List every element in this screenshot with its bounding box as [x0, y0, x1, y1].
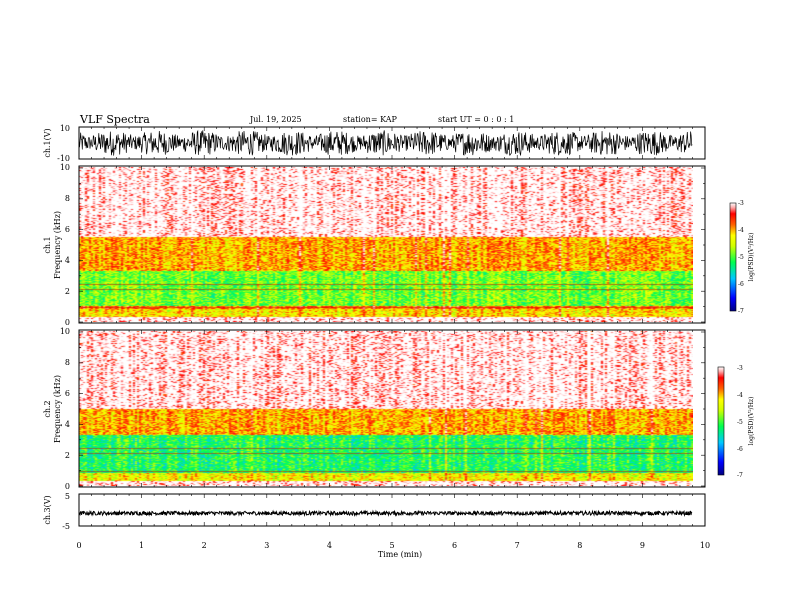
- time-tick-label: 9: [640, 541, 645, 550]
- time-tick-label: 8: [577, 541, 582, 550]
- ch2-ytick-4: 4: [65, 420, 70, 429]
- ch1-cbar-label: log(PSD)(V²/Hz): [748, 233, 755, 282]
- time-tick-label: 2: [202, 541, 207, 550]
- time-tick-label: 0: [76, 541, 81, 550]
- time-tick-label: 6: [452, 541, 457, 550]
- ch1-ytick-6: 6: [65, 225, 70, 234]
- ch1-ytick-0: 0: [65, 318, 70, 327]
- ch2-cbar-label: log(PSD)(V²/Hz): [748, 397, 755, 446]
- time-tick-label: 7: [515, 541, 520, 550]
- time-axis-label: Time (min): [378, 550, 422, 559]
- ch1-cbar-tick-m3: -3: [738, 200, 744, 207]
- ch2-ytick-10: 10: [60, 327, 70, 336]
- ch1-cbar-tick-m4: -4: [738, 227, 744, 234]
- station-label: station= KAP: [343, 115, 398, 124]
- ch1-cbar-tick-m7: -7: [738, 308, 744, 315]
- date-label: Jul. 19, 2025: [249, 115, 302, 124]
- ch3-waveform-ylabel: ch.3(V): [43, 495, 52, 524]
- ch1-colorbar: -3 -4 -5 -6 -7 log(PSD)(V²/Hz): [729, 200, 755, 315]
- ch1-ytick-bottom: -10: [57, 154, 70, 163]
- ch1-ytick-4: 4: [65, 256, 70, 265]
- ch3-waveform-ticks: [78, 494, 706, 526]
- time-tick-label: 1: [139, 541, 144, 550]
- ch1-ytick-10: 10: [60, 163, 70, 172]
- ch1-waveform-panel: 10 -10 ch.1(V): [43, 124, 706, 163]
- time-tick-label: 5: [389, 541, 394, 550]
- ch2-cbar-tick-m3: -3: [737, 365, 743, 372]
- ch3-ytick-bottom: -5: [62, 522, 70, 531]
- ch1-spectrogram-panel: 0 2 4 6 8 10 ch.1Frequency (kHz): [43, 163, 706, 327]
- ch1-spectrogram-ticks: [78, 166, 706, 323]
- time-tick-label: 10: [700, 541, 710, 550]
- time-axis-ticklabels: 0 1 2 3 4 5 6 7 8 9 10: [76, 541, 710, 550]
- ch2-ytick-2: 2: [65, 451, 70, 460]
- ch2-spectrogram-panel: 0 2 4 6 8 10 ch.2Frequency (kHz): [43, 327, 706, 491]
- ch2-cbar-tick-m4: -4: [737, 392, 743, 399]
- ch1-ytick-top: 10: [60, 124, 70, 133]
- ch1-waveform-ticks: [78, 127, 706, 159]
- ch1-ytick-2: 2: [65, 287, 70, 296]
- ch1-spectrogram-ylabel: ch.1Frequency (kHz): [43, 211, 62, 279]
- ch2-ytick-6: 6: [65, 389, 70, 398]
- ch3-waveform-panel: 5 -5 ch.3(V): [43, 492, 706, 531]
- ch2-cbar-tick-m6: -6: [737, 446, 743, 453]
- ch2-cbar-tick-m7: -7: [737, 472, 743, 479]
- figure-title: VLF Spectra: [79, 113, 150, 126]
- ch2-spectrogram-ylabel: ch.2Frequency (kHz): [43, 375, 62, 443]
- ch3-waveform-frame: [78, 493, 706, 527]
- ch1-cbar-tick-m5: -5: [738, 254, 744, 261]
- ch1-waveform-trace: [78, 129, 693, 157]
- ch1-cbar-tick-m6: -6: [738, 281, 744, 288]
- time-tick-label: 4: [327, 541, 332, 550]
- ch1-colorbar-gradient: [729, 202, 737, 312]
- ch3-waveform-trace: [78, 509, 693, 518]
- time-tick-label: 3: [264, 541, 269, 550]
- ch2-colorbar: -3 -4 -5 -6 -7 log(PSD)(V²/Hz): [717, 365, 755, 479]
- ch3-ytick-top: 5: [65, 492, 70, 501]
- start-ut-label: start UT = 0 : 0 : 1: [438, 115, 514, 124]
- ch1-waveform-ylabel: ch.1(V): [43, 128, 52, 157]
- ch2-colorbar-gradient: [717, 366, 725, 476]
- ch2-spectrogram-ticks: [78, 330, 706, 487]
- ch2-spectrogram-image: [79, 331, 693, 486]
- ch2-ytick-0: 0: [65, 482, 70, 491]
- ch2-cbar-tick-m5: -5: [737, 419, 743, 426]
- ch2-ytick-8: 8: [65, 358, 70, 367]
- ch1-spectrogram-image: [79, 167, 693, 322]
- ch1-ytick-8: 8: [65, 194, 70, 203]
